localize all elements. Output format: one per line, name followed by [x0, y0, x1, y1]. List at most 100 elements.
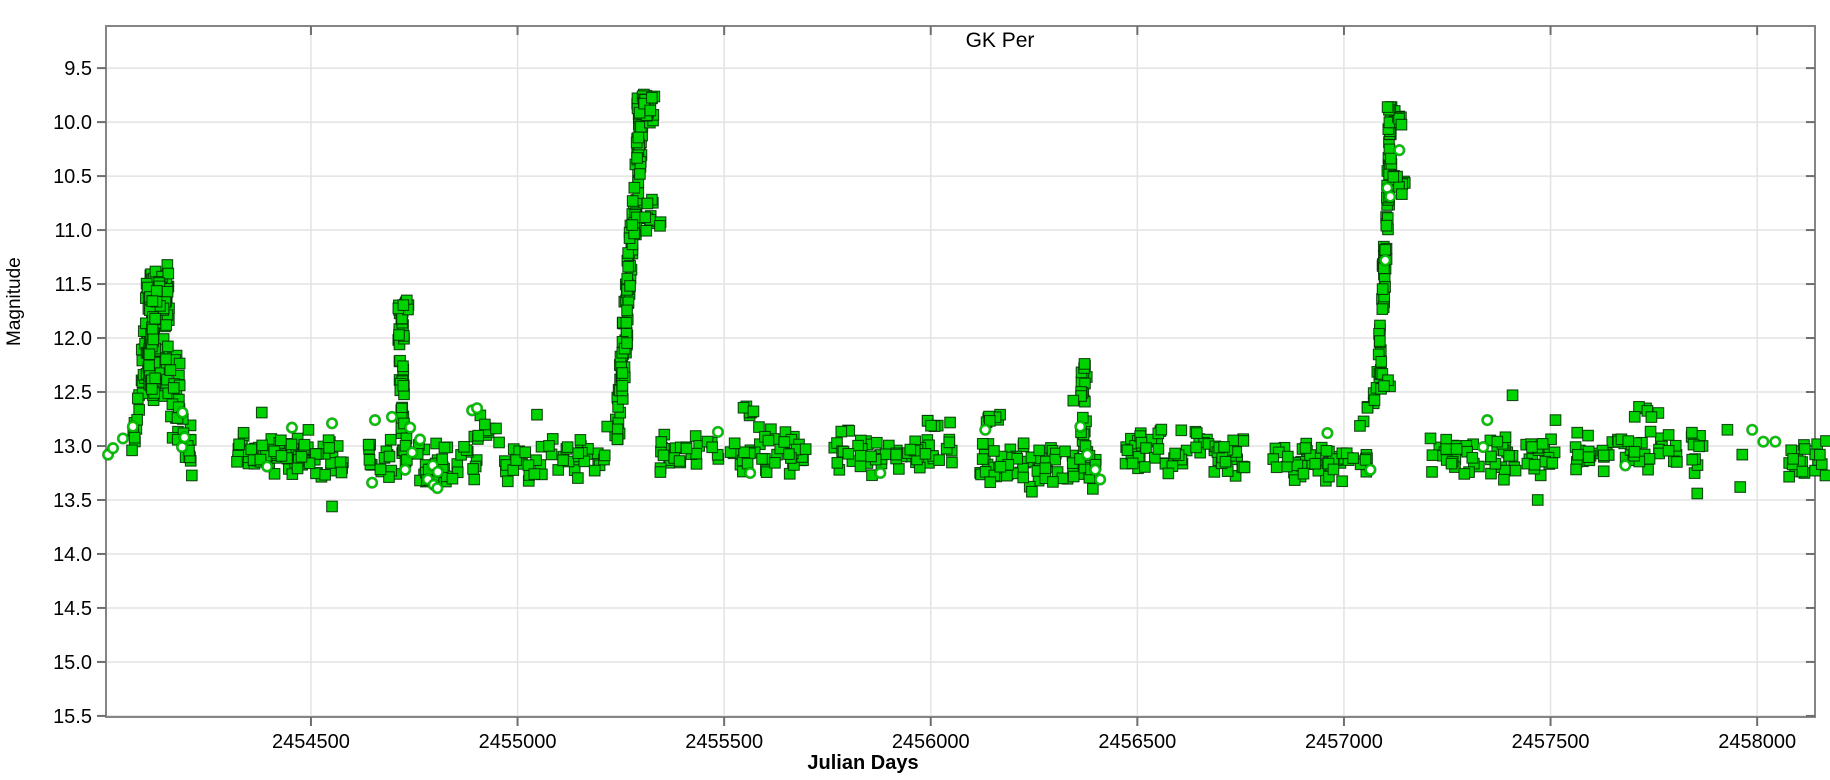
data-point-circle [261, 460, 274, 473]
data-point-square [185, 469, 198, 482]
data-point-square [1218, 441, 1230, 453]
data-point-square [275, 450, 288, 462]
data-point-square [1506, 389, 1519, 402]
data-point-square [383, 471, 395, 483]
data-point-square [397, 360, 409, 373]
y-tick-label: 15.0 [53, 652, 92, 674]
x-tick-label: 2454500 [272, 731, 350, 753]
data-point-square [1395, 118, 1408, 131]
data-point-square [531, 408, 543, 421]
data-point-square [557, 454, 569, 467]
data-point-square [274, 434, 287, 447]
data-point-square [1047, 476, 1059, 488]
data-point-square [1721, 423, 1734, 436]
data-point-square [323, 441, 335, 454]
data-point-square [1361, 401, 1374, 414]
data-point-circle [116, 432, 130, 445]
data-point-circle [431, 482, 444, 495]
data-point-circle [404, 421, 417, 434]
y-tick-label: 11.0 [55, 220, 92, 242]
data-point-square [1152, 443, 1165, 455]
data-point-square [626, 219, 639, 231]
data-point-square [160, 319, 173, 331]
data-point-square [753, 421, 765, 433]
data-point-square [632, 131, 645, 144]
data-point-square [1140, 442, 1152, 454]
data-point-square [976, 437, 989, 450]
data-point-square [149, 312, 161, 325]
data-point-square [164, 364, 177, 376]
data-point-square [657, 449, 670, 462]
data-point-square [1359, 454, 1372, 466]
data-point-square [1017, 471, 1030, 484]
data-point-square [1380, 219, 1393, 232]
data-point-square [1132, 450, 1145, 463]
data-point-square [737, 401, 750, 414]
data-point-square [854, 449, 867, 462]
data-point-square [254, 453, 267, 466]
data-point-square [363, 453, 376, 466]
data-point-square [1814, 448, 1826, 461]
x-tick-label: 2458000 [1718, 731, 1796, 753]
data-point-square [611, 423, 624, 436]
data-point-square [446, 472, 459, 485]
data-point-square [728, 437, 741, 450]
y-tick-label: 10.5 [53, 166, 92, 188]
data-point-square [1783, 470, 1795, 483]
data-point-square [673, 455, 686, 467]
data-point-circle [711, 425, 725, 439]
data-point-square [842, 447, 855, 460]
data-point-square [552, 464, 565, 476]
y-tick-label: 15.5 [53, 706, 92, 728]
data-point-square [1642, 463, 1654, 476]
data-point-square [507, 464, 520, 476]
data-point-square [510, 454, 522, 466]
plot-border [105, 25, 1816, 718]
data-point-square [528, 468, 541, 480]
data-point-square [1536, 437, 1549, 450]
data-point-square [1662, 444, 1675, 457]
data-point-square [769, 456, 781, 469]
data-point-square [1643, 452, 1656, 465]
data-point-square [298, 438, 311, 451]
data-point-square [131, 392, 144, 405]
data-point-square [616, 379, 629, 392]
data-point-square [1787, 452, 1800, 465]
data-point-square [1219, 455, 1232, 468]
data-point-square [1270, 461, 1283, 474]
data-point-square [1155, 423, 1168, 436]
data-point-square [984, 476, 997, 489]
data-point-circle [1081, 448, 1094, 461]
data-point-square [778, 436, 791, 448]
data-point-square [933, 454, 945, 466]
data-point-square [616, 367, 629, 379]
data-point-square [438, 441, 451, 454]
data-point-square [738, 446, 750, 459]
data-point-square [1582, 429, 1594, 442]
data-point-circle [1384, 190, 1397, 203]
data-point-square [626, 195, 639, 207]
data-point-circle [1757, 435, 1770, 448]
data-point-square [1491, 435, 1504, 448]
data-point-square [1067, 394, 1080, 407]
data-point-square [1734, 481, 1747, 493]
data-point-circle [1477, 440, 1490, 454]
data-point-square [639, 211, 652, 224]
data-point-square [1059, 445, 1071, 458]
data-point-square [1373, 335, 1386, 347]
data-point-square [143, 348, 156, 361]
data-point-square [146, 323, 159, 336]
data-point-square [522, 459, 535, 472]
x-tick-label: 2457500 [1512, 731, 1590, 753]
data-point-square [1819, 469, 1830, 482]
data-point-square [1671, 456, 1683, 468]
data-point-square [245, 443, 258, 456]
data-point-square [147, 333, 160, 346]
data-point-circle [106, 442, 120, 455]
data-point-square [690, 458, 703, 470]
data-point-square [1190, 441, 1202, 454]
data-point-square [1571, 426, 1584, 439]
